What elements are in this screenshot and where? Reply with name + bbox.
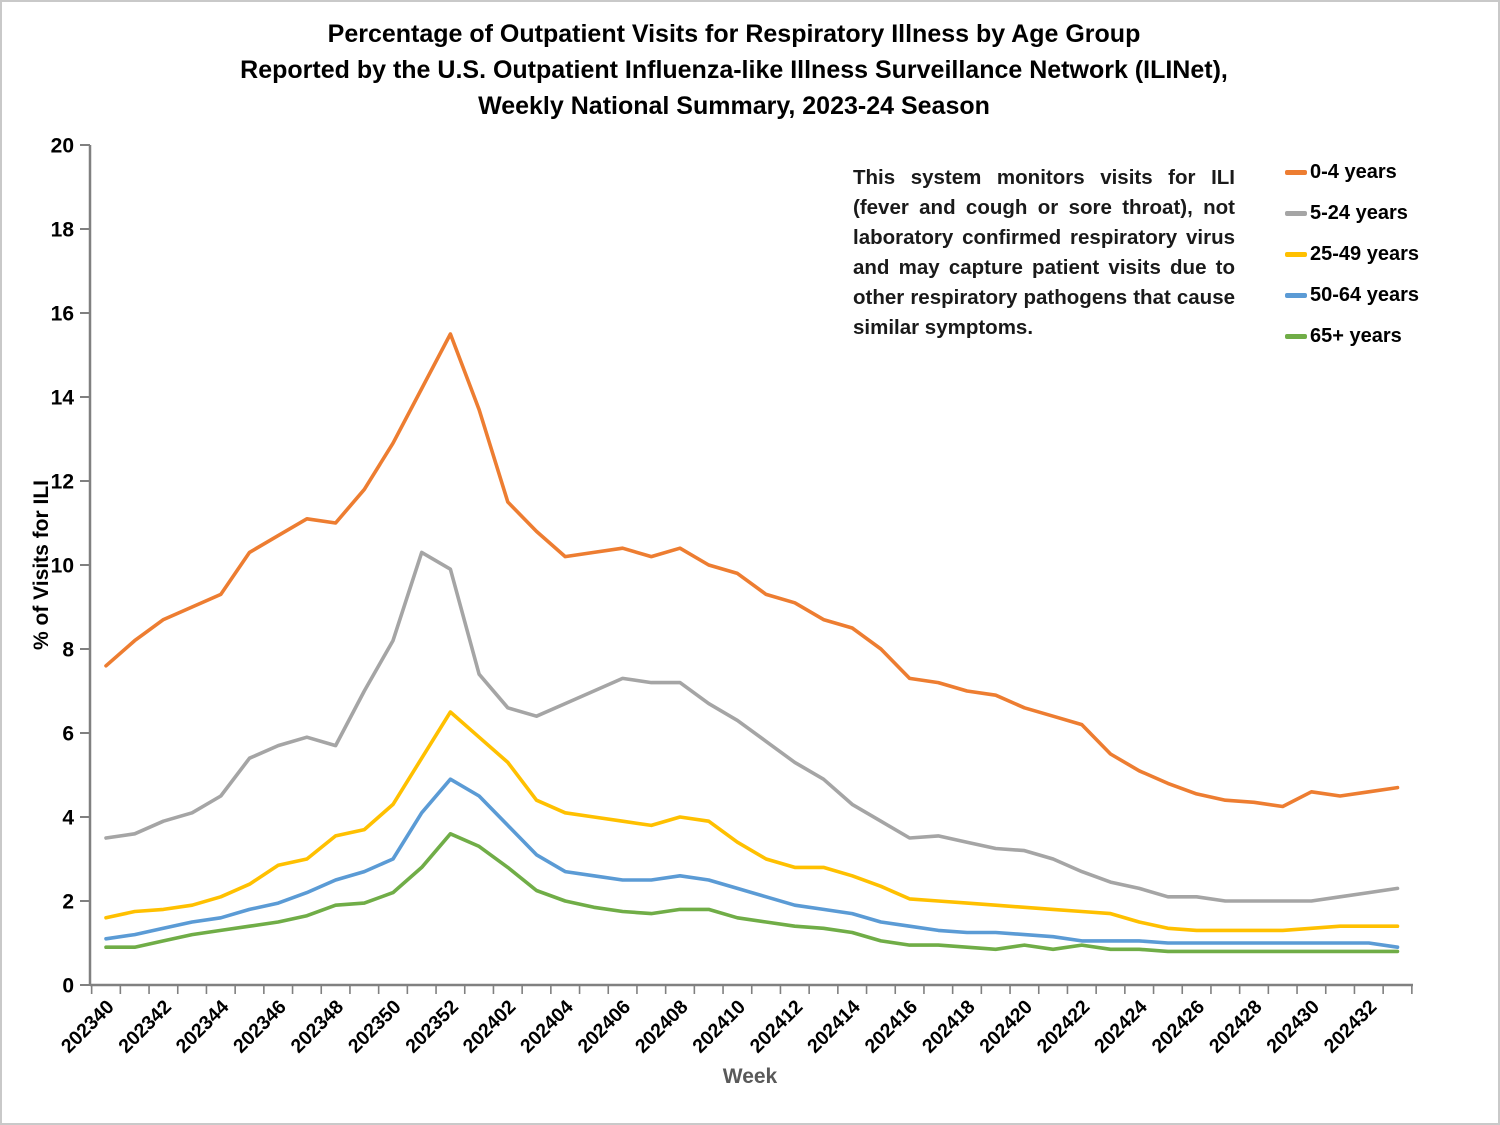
series-line-65-years (104, 831, 1400, 954)
legend-label: 50-64 years (1310, 284, 1419, 306)
series-line-0-4-years (104, 332, 1400, 809)
y-tick-label: 0 (62, 975, 74, 998)
series-line-50-64-years (104, 777, 1400, 950)
y-tick-label: 8 (62, 639, 74, 662)
y-tick-label: 4 (62, 807, 74, 830)
x-tick-label: 202422 (1033, 996, 1095, 1058)
chart-title: Percentage of Outpatient Visits for Resp… (2, 16, 1466, 124)
legend-label: 25-49 years (1310, 243, 1419, 265)
chart-title-line-2: Reported by the U.S. Outpatient Influenz… (240, 56, 1228, 84)
x-tick-label: 202406 (574, 996, 636, 1058)
x-tick-label: 202416 (861, 996, 923, 1058)
x-tick-label: 202348 (287, 996, 349, 1058)
x-tick-label: 202420 (975, 996, 1037, 1058)
x-tick-label: 202410 (688, 996, 750, 1058)
legend-item-25-49-years: 25-49 years (1285, 234, 1419, 275)
x-tick-label: 202432 (1320, 996, 1382, 1058)
x-tick-label: 202408 (631, 996, 693, 1058)
legend-item-0-4-years: 0-4 years (1285, 152, 1419, 193)
x-tick-label: 202414 (803, 996, 865, 1058)
legend-item-65-years: 65+ years (1285, 316, 1419, 357)
chart-title-line-1: Percentage of Outpatient Visits for Resp… (327, 20, 1141, 48)
x-tick-label: 202350 (344, 996, 406, 1058)
legend-swatch-icon (1285, 170, 1307, 175)
x-tick-label: 202426 (1148, 996, 1210, 1058)
y-tick-label: 20 (51, 135, 74, 158)
x-tick-label: 202342 (114, 996, 176, 1058)
legend-swatch-icon (1285, 293, 1307, 298)
x-tick-label: 202340 (57, 996, 119, 1058)
x-tick-label: 202418 (918, 996, 980, 1058)
legend-swatch-icon (1285, 334, 1307, 339)
legend-item-50-64-years: 50-64 years (1285, 275, 1419, 316)
legend-swatch-icon (1285, 252, 1307, 257)
x-tick-label: 202346 (229, 996, 291, 1058)
y-tick-label: 10 (51, 555, 74, 578)
x-tick-label: 202402 (459, 996, 521, 1058)
y-tick-label: 2 (62, 891, 74, 914)
x-tick-label: 202412 (746, 996, 808, 1058)
annotation-note: This system monitors visits for ILI (fev… (853, 166, 1235, 339)
series-line-5-24-years (104, 550, 1400, 903)
legend: 0-4 years 5-24 years 25-49 years 50-64 year… (1285, 152, 1419, 357)
x-tick-label: 202428 (1205, 996, 1267, 1058)
x-tick-label: 202430 (1262, 996, 1324, 1058)
y-tick-label: 18 (51, 219, 75, 242)
legend-label: 0-4 years (1310, 161, 1397, 183)
x-tick-label: 202344 (172, 996, 234, 1058)
series-line-25-49-years (104, 710, 1400, 933)
x-tick-label: 202352 (401, 996, 463, 1058)
y-tick-label: 14 (51, 387, 75, 410)
y-tick-label: 16 (51, 303, 74, 326)
legend-swatch-icon (1285, 211, 1307, 216)
x-tick-label: 202424 (1090, 996, 1152, 1058)
x-axis-title: Week (722, 1065, 778, 1088)
legend-label: 65+ years (1310, 325, 1402, 347)
legend-item-5-24-years: 5-24 years (1285, 193, 1419, 234)
legend-label: 5-24 years (1310, 202, 1408, 224)
x-tick-label: 202404 (516, 996, 578, 1058)
y-tick-label: 12 (51, 471, 74, 494)
chart-title-line-3: Weekly National Summary, 2023-24 Season (478, 92, 990, 120)
y-tick-label: 6 (62, 723, 74, 746)
